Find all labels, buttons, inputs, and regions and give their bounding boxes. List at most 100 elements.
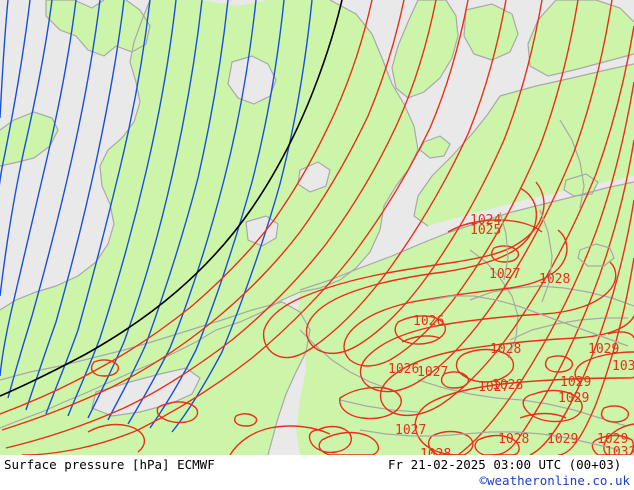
isobar-value-label: 1027 [395, 423, 427, 438]
isobar-red-1027d [339, 386, 402, 420]
land-ireland-n [0, 112, 58, 166]
isobar-red-1028b [379, 337, 577, 417]
coast-denmark-jutland [391, 0, 459, 99]
coast-inland-border2 [359, 429, 621, 451]
isobar-value-label: 1028 [492, 378, 524, 393]
isobar-red-1026c [509, 229, 568, 289]
isobar-red-extra-a [318, 431, 379, 455]
isobar-red-1032a [557, 257, 634, 455]
isobar-red-1030a [489, 139, 634, 455]
coast-ireland-n [0, 111, 59, 167]
isobar-value-label: 1027 [478, 380, 510, 395]
isobar-red-e2 [401, 335, 441, 343]
isobar-red-1029d [522, 389, 583, 423]
isobar-red-extra-c [427, 430, 474, 455]
isobar-blue-4 [0, 0, 77, 377]
isobar-red-small-1 [490, 245, 520, 263]
coast-inland-lakes [577, 243, 615, 267]
isobar-black-1020 [0, 0, 343, 397]
isobar-blue-10 [107, 0, 229, 421]
coast-sweden-south [527, 0, 634, 77]
isobar-red-1025-top [447, 219, 543, 233]
landmass-layer [0, 0, 634, 455]
isobar-red-1024c [263, 245, 515, 331]
isobar-high-layer [0, 0, 634, 455]
isobar-value-label: 1029 [547, 432, 579, 447]
isobar-value-label: 1029 [560, 375, 592, 390]
isobar-red-small-6 [234, 413, 258, 427]
isobar-red-small-5 [90, 359, 120, 377]
isobar-red-1029a [457, 81, 634, 455]
caption-credit: ©weatheronline.co.uk [479, 473, 630, 488]
land-britain-main [0, 0, 418, 428]
land-nsea-isl-a [420, 136, 450, 158]
isobar-red-1025c [507, 187, 538, 255]
isobar-red-1028d [455, 348, 515, 383]
isobar-red-1021 [0, 0, 373, 415]
land-britain-inner-sea [228, 56, 276, 104]
surface-pressure-map[interactable]: 1024 1025 1026 1027 1028 1026 1027 1028 1029 1028… [0, 0, 634, 455]
border-inner-b [509, 317, 628, 341]
isobar-value-label: 1028 [498, 432, 530, 447]
isobar-red-1032b [591, 434, 634, 455]
isobar-red-1025a [317, 0, 543, 355]
border-inner-a [339, 399, 419, 413]
isobar-blue-13 [171, 0, 313, 433]
isobar-label-layer: 1024 1025 1026 1027 1028 1026 1027 1028 1029 1028… [388, 213, 634, 455]
isobar-red-extra-e [474, 434, 520, 455]
isobar-value-label: 1026 [413, 314, 445, 329]
isobar-red-1023 [5, 0, 437, 449]
isobar-red-1028e [156, 401, 199, 424]
isobar-value-label: 103 [612, 359, 634, 374]
isobar-red-1027b [359, 313, 545, 393]
isobar-red-1030c [607, 331, 634, 339]
isobar-red-1027c [543, 261, 617, 315]
coast-river-weser [539, 209, 553, 303]
isobar-value-label: 1028 [490, 342, 522, 357]
isobar-blue-12 [149, 0, 285, 429]
isobar-blue-3 [0, 0, 53, 297]
isobar-red-1024a [21, 0, 469, 455]
coast-benelux [267, 301, 311, 455]
isobar-red-e1 [603, 423, 634, 455]
caption-bar: Surface pressure [hPa] ECMWF Fr 21-02-20… [0, 455, 634, 490]
isobar-blue-7 [45, 0, 151, 415]
isobar-red-1025b [305, 253, 509, 351]
land-denmark-islands [464, 4, 518, 60]
caption-datetime: Fr 21-02-2025 03:00 UTC (00+03) [388, 457, 622, 472]
land-scotland-w [46, 0, 150, 56]
isobar-red-1022 [1, 0, 405, 431]
isobar-value-label: 1029 [588, 342, 620, 357]
coastline-overlay-right [359, 209, 629, 451]
isobar-red-1030b [574, 351, 634, 383]
isobar-red-1028c [575, 315, 634, 339]
coast-inland-border [429, 295, 629, 347]
isobar-value-label: 1024 [470, 213, 502, 228]
isobar-value-label: 1029 [558, 391, 590, 406]
border-inner-c [469, 285, 634, 307]
coast-river-ems [499, 211, 509, 281]
isobar-red-extra-b [229, 425, 331, 455]
coast-nsea-isl-a [419, 135, 451, 159]
isobar-value-label: 1032 [605, 445, 634, 455]
map-canvas [0, 0, 634, 455]
isobar-blue-9 [87, 0, 203, 419]
coast-france-inner [91, 367, 201, 417]
isobar-blue-11 [127, 0, 257, 425]
isobar-red-1031 [529, 199, 634, 455]
isobar-value-label: 1027 [417, 365, 449, 380]
coast-denmark-islands [463, 3, 519, 61]
isobar-red-1028a [441, 25, 634, 405]
isobar-red-small-3 [544, 355, 574, 373]
river-elbe [559, 119, 585, 209]
coast-sweden-sw [556, 0, 634, 23]
coast-germany-north [499, 63, 634, 97]
isobar-red-spiral [308, 425, 352, 454]
isobar-blue-8 [67, 0, 177, 417]
isobar-value-label: 1027 [489, 267, 521, 282]
isobar-1020-layer [0, 0, 343, 397]
isobar-blue-1 [0, 0, 9, 119]
isobar-blue-2 [0, 0, 31, 186]
land-sweden-sw [528, 0, 634, 76]
land-wales-inlet [246, 216, 278, 246]
